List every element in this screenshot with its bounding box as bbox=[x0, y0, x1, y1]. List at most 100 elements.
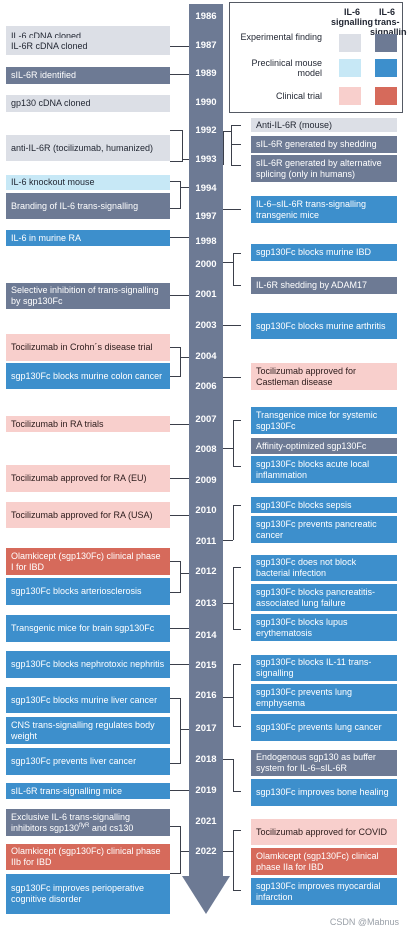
left-event-text: Selective inhibition of trans-signalling… bbox=[11, 285, 159, 306]
right-event-text: sgp130Fc blocks lupus erythematosis bbox=[256, 616, 348, 638]
left-event-text: anti-IL-6R (tocilizumab, humanized) bbox=[11, 142, 154, 153]
connector bbox=[223, 540, 233, 541]
right-event: sgp130Fc blocks acute local inflammation bbox=[251, 456, 397, 483]
left-event-text: Transgenic mice for brain sgp130Fc bbox=[11, 623, 155, 633]
right-event-text: sIL-6R generated by alternative splicing… bbox=[256, 157, 382, 179]
right-event-text: Affinity-optimized sgp130Fc bbox=[256, 440, 367, 451]
connector bbox=[182, 159, 189, 160]
left-event-text: IL-6R cDNA cloned bbox=[11, 41, 88, 51]
connector bbox=[170, 698, 181, 764]
year-label: 2006 bbox=[195, 381, 217, 392]
right-event: sIL-6R generated by alternative splicing… bbox=[251, 155, 397, 182]
right-event-text: Endogenous sgp130 as buffer system for I… bbox=[256, 752, 376, 773]
left-event-text: sgp130Fc blocks arteriosclerosis bbox=[11, 586, 142, 596]
connector bbox=[231, 125, 241, 126]
connector bbox=[223, 603, 233, 604]
connector bbox=[223, 131, 231, 132]
year-label: 2018 bbox=[195, 754, 217, 765]
connector bbox=[233, 664, 241, 665]
left-event: sgp130Fc prevents liver cancer bbox=[6, 748, 170, 775]
left-event: sgp130Fc blocks murine liver cancer bbox=[6, 687, 170, 713]
right-event: sgp130Fc prevents lung cancer bbox=[251, 714, 397, 741]
left-event-text: Tocilizumab approved for RA (USA) bbox=[11, 509, 153, 520]
connector bbox=[223, 262, 233, 263]
connector bbox=[233, 890, 241, 891]
left-event: Tocilizumab in Crohn´s disease trial bbox=[6, 334, 170, 361]
left-event: IL-6 knockout mouse bbox=[6, 175, 170, 190]
connector bbox=[233, 664, 234, 726]
right-event: sgp130Fc blocks sepsis bbox=[251, 497, 397, 513]
connector bbox=[170, 74, 189, 75]
right-event: Transgenice mice for systemic sgp130Fc bbox=[251, 407, 397, 434]
connector bbox=[231, 144, 241, 145]
legend-label-experimental: Experimental finding bbox=[240, 32, 322, 42]
left-event: IL-6 in murine RA bbox=[6, 230, 170, 246]
year-label: 2000 bbox=[195, 259, 217, 270]
year-label: 2010 bbox=[195, 505, 217, 516]
left-event: Exclusive IL-6 trans-signalling inhibito… bbox=[6, 809, 170, 836]
connector bbox=[223, 131, 232, 165]
legend-header-il6: IL-6 signalling bbox=[330, 7, 373, 27]
year-label: 2009 bbox=[195, 475, 217, 486]
connector bbox=[170, 515, 189, 516]
left-event-text: Tocilizumab in Crohn´s disease trial bbox=[11, 342, 153, 352]
right-event: Anti-IL-6R (mouse) bbox=[251, 118, 397, 132]
connector bbox=[170, 424, 189, 425]
connector bbox=[170, 181, 181, 209]
left-event-text: Exclusive IL-6 trans-signalling inhibito… bbox=[11, 811, 134, 833]
year-label: 1989 bbox=[195, 68, 217, 79]
connector bbox=[233, 629, 241, 630]
right-event: IL-6R shedding by ADAM17 bbox=[251, 277, 397, 294]
legend-label-preclinical: Preclinical mouse model bbox=[251, 58, 322, 78]
year-label: 2017 bbox=[195, 723, 217, 734]
right-event: Affinity-optimized sgp130Fc bbox=[251, 438, 397, 454]
right-event-text: sgp130Fc improves myocardial infarction bbox=[256, 880, 381, 902]
left-event: sgp130Fc improves perioperative cognitiv… bbox=[6, 874, 170, 914]
right-event-text: IL-6–sIL-6R trans-signalling transgenic … bbox=[256, 198, 367, 220]
connector bbox=[180, 729, 189, 730]
connector bbox=[223, 759, 233, 760]
swatch-experimental-il6 bbox=[339, 34, 361, 52]
year-label: 2001 bbox=[195, 289, 217, 300]
connector bbox=[223, 448, 233, 449]
year-label: 1998 bbox=[195, 236, 217, 247]
connector bbox=[170, 478, 189, 479]
year-label: 1986 bbox=[195, 11, 217, 22]
left-event-text: sgp130Fc blocks murine liver cancer bbox=[11, 694, 158, 705]
year-label: 2021 bbox=[195, 816, 217, 827]
left-event-text: Olamkicept (sgp130Fc) clinical phase I f… bbox=[11, 550, 161, 572]
right-event: Olamkicept (sgp130Fc) clinical phase IIa… bbox=[251, 848, 397, 875]
right-event: sgp130Fc does not block bacterial infect… bbox=[251, 555, 397, 581]
left-event: sgp130Fc blocks arteriosclerosis bbox=[6, 578, 170, 605]
superscript: flyR bbox=[79, 822, 90, 829]
left-event-text: IL-6 cDNA cloned bbox=[11, 30, 82, 41]
year-label: 2012 bbox=[195, 566, 217, 577]
year-label: 2003 bbox=[195, 320, 217, 331]
connector bbox=[170, 826, 181, 874]
left-event-text: sgp130Fc blocks murine colon cancer bbox=[11, 370, 163, 381]
right-event: sgp130Fc blocks pancreatitis-associated … bbox=[251, 584, 397, 611]
right-event: sgp130Fc improves bone healing bbox=[251, 779, 397, 806]
connector bbox=[233, 567, 241, 568]
left-event: gp130 cDNA cloned bbox=[6, 95, 170, 112]
year-label: 1990 bbox=[195, 97, 217, 108]
left-event-text: IL-6 knockout mouse bbox=[11, 177, 95, 187]
right-event-text: sgp130Fc blocks IL-11 trans-signalling bbox=[256, 657, 372, 678]
left-event-text: Tocilizumab in RA trials bbox=[11, 418, 104, 429]
year-label: 2019 bbox=[195, 785, 217, 796]
left-event: Transgenic mice for brain sgp130Fc bbox=[6, 615, 170, 642]
right-event-text: Anti-IL-6R (mouse) bbox=[256, 119, 333, 130]
right-event-text: sgp130Fc blocks pancreatitis-associated … bbox=[256, 586, 376, 608]
right-event-text: sgp130Fc prevents pancreatic cancer bbox=[256, 518, 377, 540]
left-event-text: sgp130Fc blocks nephrotoxic nephritis bbox=[11, 659, 165, 669]
right-event: Endogenous sgp130 as buffer system for I… bbox=[251, 750, 397, 776]
left-event-text: gp130 cDNA cloned bbox=[11, 98, 91, 108]
left-event: anti-IL-6R (tocilizumab, humanized) bbox=[6, 135, 170, 161]
left-event-text: sIL-6R identified bbox=[11, 70, 77, 80]
left-event-text: IL-6 in murine RA bbox=[11, 232, 82, 243]
right-event-text: Transgenice mice for systemic sgp130Fc bbox=[256, 409, 378, 431]
connector bbox=[170, 790, 189, 791]
right-event: sIL-6R generated by shedding bbox=[251, 136, 397, 153]
left-event: sIL-6R identified bbox=[6, 67, 170, 84]
